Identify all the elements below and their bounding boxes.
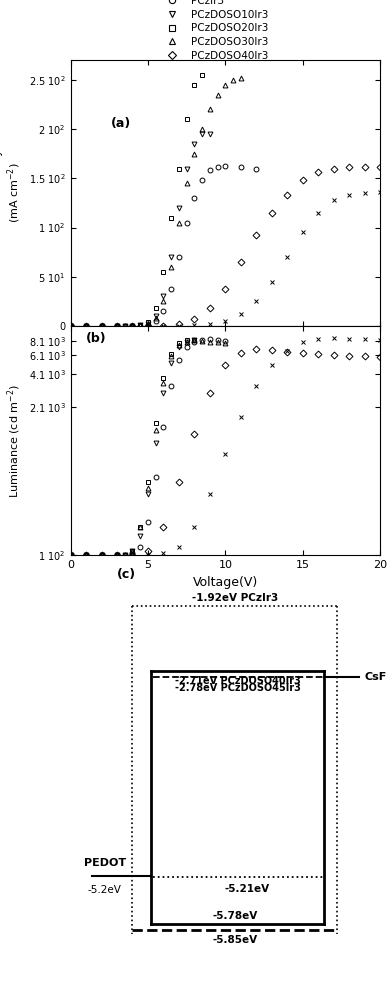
Text: -5.78eV: -5.78eV — [212, 911, 257, 921]
X-axis label: Voltage(V): Voltage(V) — [193, 576, 258, 589]
Text: -5.2eV: -5.2eV — [88, 885, 122, 894]
Text: -5.21eV: -5.21eV — [225, 884, 270, 893]
Text: -1.92eV PCzIr3: -1.92eV PCzIr3 — [192, 593, 278, 603]
Y-axis label: Luminance (cd m$^{-2}$): Luminance (cd m$^{-2}$) — [5, 384, 23, 497]
Text: (a): (a) — [111, 116, 131, 130]
Legend: PCzIr3, PCzDOSO10Ir3, PCzDOSO20Ir3, PCzDOSO30Ir3, PCzDOSO40Ir3, PCzDOSO50Ir3: PCzIr3, PCzDOSO10Ir3, PCzDOSO20Ir3, PCzD… — [157, 0, 272, 79]
Text: (b): (b) — [86, 332, 107, 345]
Text: CsF: CsF — [365, 672, 387, 683]
Text: (c): (c) — [117, 568, 136, 581]
Text: PEDOT: PEDOT — [83, 858, 126, 868]
Y-axis label: Current Density
(mA cm$^{-2}$): Current Density (mA cm$^{-2}$) — [0, 149, 24, 237]
Text: -5.85eV: -5.85eV — [212, 935, 257, 945]
Text: -2.71eV PCzDOSO40Ir3: -2.71eV PCzDOSO40Ir3 — [175, 677, 301, 687]
Text: -2.78eV PCzDOSO45Ir3: -2.78eV PCzDOSO45Ir3 — [175, 683, 301, 693]
